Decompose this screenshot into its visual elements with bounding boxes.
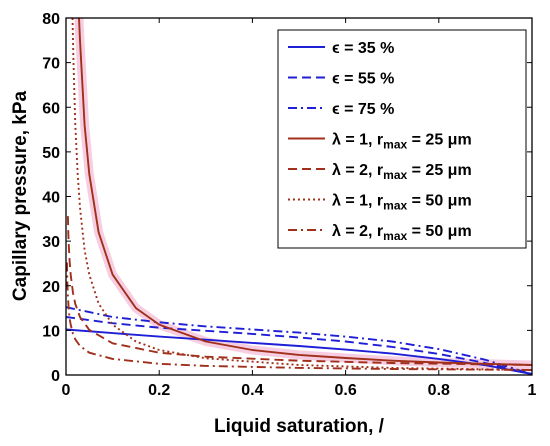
x-tick-label: 0.8 <box>428 382 450 399</box>
series-lines <box>66 18 532 375</box>
y-axis: 0 10 20 30 40 50 60 70 80 <box>42 11 532 385</box>
legend-label: λ = 1, rmax = 25 μm <box>332 132 472 152</box>
y-tick-label: 40 <box>42 190 60 207</box>
y-tick-label: 80 <box>42 11 60 28</box>
series-line-2 <box>66 316 532 375</box>
legend-label: λ = 2, rmax = 50 μm <box>332 223 472 243</box>
series-line-4 <box>78 18 532 366</box>
y-axis-label: Capillary pressure, kPa <box>10 90 31 301</box>
legend-label: ϵ = 35 % <box>332 40 394 57</box>
x-tick-label: 0.6 <box>334 382 356 399</box>
legend-label: λ = 2, rmax = 25 μm <box>332 162 472 182</box>
y-tick-label: 10 <box>42 323 60 340</box>
series-line-5 <box>66 216 532 366</box>
x-tick-label: 1 <box>528 382 537 399</box>
y-tick-label: 0 <box>51 368 60 385</box>
y-tick-label: 50 <box>42 145 60 162</box>
series-line-1 <box>66 328 532 375</box>
x-tick-label: 0.2 <box>148 382 170 399</box>
y-tick-label: 30 <box>42 234 60 251</box>
legend-label: λ = 1, rmax = 50 μm <box>332 193 472 213</box>
y-tick-label: 70 <box>42 56 60 73</box>
y-tick-label: 60 <box>42 100 60 117</box>
x-tick-label: 0.4 <box>241 382 263 399</box>
series-line-7 <box>66 262 532 371</box>
legend-label: ϵ = 55 % <box>332 71 394 88</box>
series-line-6 <box>71 18 532 371</box>
legend: ϵ = 35 % ϵ = 55 % ϵ = 75 % λ = 1, rmax = 25… <box>277 29 527 249</box>
y-tick-label: 20 <box>42 279 60 296</box>
x-axis: 0 0.2 0.4 0.6 0.8 1 <box>62 18 537 399</box>
legend-label: ϵ = 75 % <box>332 101 394 118</box>
x-tick-label: 0 <box>62 382 71 399</box>
x-axis-label: Liquid saturation, / <box>214 416 385 437</box>
series-line-3 <box>66 306 532 375</box>
